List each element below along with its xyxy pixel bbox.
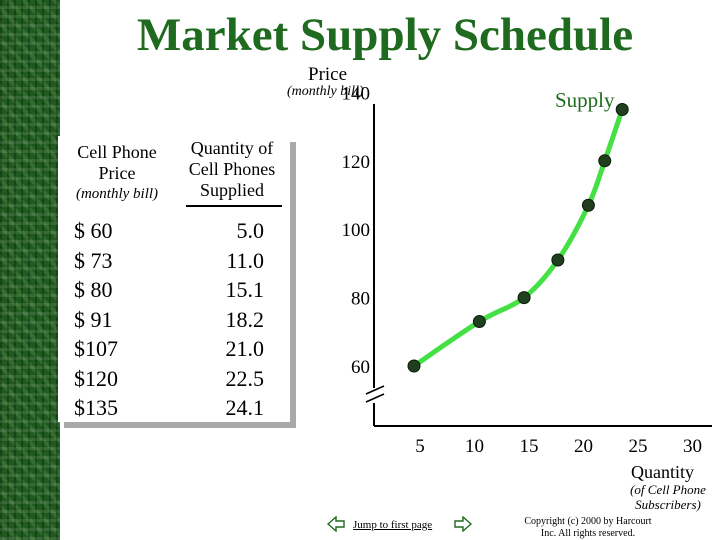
price-cell: $ 80 [74,277,113,302]
copyright-notice: Copyright (c) 2000 by Harcourt Inc. All … [524,516,652,539]
supply-curve-label: Supply [555,88,615,112]
tick-labels-layer: 60 80 100 120 140 5 10 15 20 25 30 [342,83,703,457]
quantity-header-line: Cell Phones [188,159,276,179]
y-axis-unit: (monthly bill) [287,84,364,99]
quantity-cell: 21.0 [225,336,265,361]
axis-break-mark [365,385,385,395]
data-point [615,103,629,116]
y-tick-label: 140 [342,83,371,104]
arrow-left-icon[interactable] [327,516,345,532]
chart-axes [365,104,712,427]
y-tick-label: 80 [351,289,370,310]
y-tick-label: 100 [342,220,371,241]
supply-curve-layer [411,107,625,369]
x-tick-label: 5 [415,436,425,457]
price-cell: $107 [74,336,118,361]
x-tick-label: 25 [629,436,648,457]
quantity-cell: 22.5 [225,365,265,391]
quantity-header-line: Supplied [199,180,264,200]
price-column: $ 60 $ 73 $ 80 $ 91 $107 $120 $135 [74,216,154,423]
data-point [517,291,531,305]
data-point [598,154,612,168]
price-header-unit: (monthly bill) [75,186,159,202]
quantity-cell: 18.2 [225,306,265,332]
jump-to-first-page-link[interactable]: Jump to first page [353,519,433,531]
decorative-side-strip [0,0,60,540]
quantity-cell: 11.0 [226,247,264,273]
price-cell: $ 73 [74,247,113,273]
x-tick-label: 15 [520,436,539,457]
price-header-line: Price [98,163,136,183]
data-point [472,315,486,329]
price-column-header: Cell Phone Price (monthly bill) [58,142,176,205]
y-tick-label: 120 [342,152,371,173]
data-point [581,198,595,212]
x-tick-label: 10 [465,436,484,457]
x-tick-label: 30 [683,436,702,457]
x-axis-unit: (of Cell Phone Subscribers) [630,482,706,512]
y-tick-label: 60 [351,357,370,378]
slide-title: Market Supply Schedule [136,9,634,61]
arrow-right-icon[interactable] [454,516,472,532]
price-cell: $135 [74,395,118,420]
quantity-cell: 24.1 [225,395,265,420]
supply-schedule-table: Cell Phone Price (monthly bill) Quantity… [58,136,290,422]
data-point [551,253,565,267]
x-tick-label: 20 [574,436,593,457]
quantity-cell: 15.1 [225,277,265,302]
x-axis-label: Quantity [631,462,694,482]
quantity-header-line: Quantity of [190,138,274,158]
price-header-line: Cell Phone [77,142,157,162]
axis-break-mark [365,393,385,403]
quantity-column: 5.0 11.0 15.1 18.2 21.0 22.5 24.1 [198,216,265,423]
header-divider [186,205,282,207]
price-cell: $ 91 [74,306,113,332]
data-point [407,359,421,373]
supply-curve-line [411,107,625,369]
quantity-cell: 5.0 [236,218,265,243]
y-axis-label: Price [308,64,348,85]
quantity-column-header: Quantity of Cell Phones Supplied [174,138,290,201]
price-cell: $120 [74,365,118,391]
price-cell: $ 60 [74,218,113,243]
data-points-layer [407,103,629,373]
